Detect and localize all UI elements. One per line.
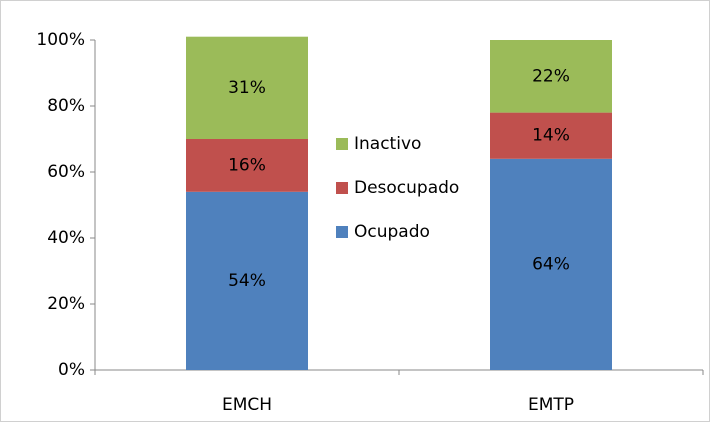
legend-swatch <box>336 182 348 194</box>
bar-segment <box>490 112 612 159</box>
bar-segment <box>490 158 612 370</box>
x-tick-label: EMTP <box>528 395 574 415</box>
legend-label: Ocupado <box>354 222 430 242</box>
legend-label: Inactivo <box>354 134 421 154</box>
legend-swatch <box>336 226 348 238</box>
y-tick-label: 40% <box>47 228 85 248</box>
bar-segment <box>186 191 308 370</box>
data-label: 54% <box>228 271 266 291</box>
bar-segment <box>186 139 308 192</box>
data-label: 22% <box>532 66 570 86</box>
legend-label: Desocupado <box>354 178 459 198</box>
y-tick-label: 0% <box>58 360 85 380</box>
bar-segment <box>186 36 308 140</box>
bar-segment <box>490 40 612 113</box>
data-label: 16% <box>228 155 266 175</box>
y-tick-label: 20% <box>47 294 85 314</box>
y-tick-label: 60% <box>47 162 85 182</box>
data-label: 14% <box>532 126 570 146</box>
data-label: 64% <box>532 254 570 274</box>
data-label: 31% <box>228 78 266 98</box>
legend-swatch <box>336 138 348 150</box>
y-tick-label: 80% <box>47 96 85 116</box>
y-tick-label: 100% <box>36 30 85 50</box>
x-tick-label: EMCH <box>222 395 272 415</box>
